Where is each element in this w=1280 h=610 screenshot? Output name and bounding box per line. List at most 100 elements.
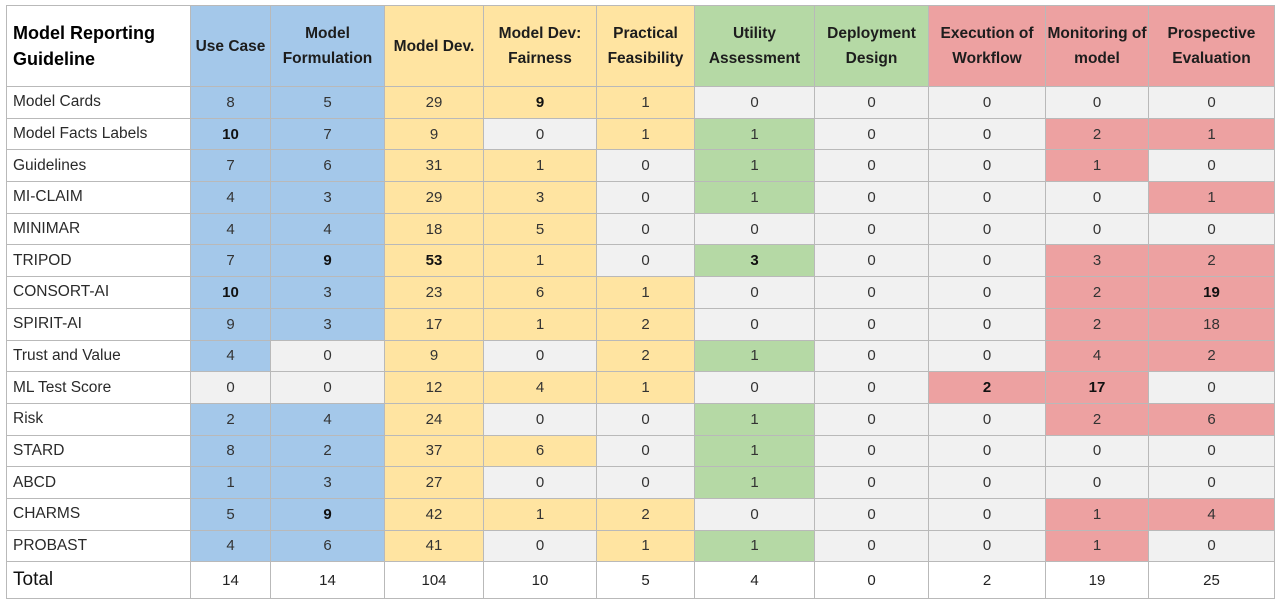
table-cell: 0 — [270, 339, 385, 373]
table-cell: 12 — [384, 371, 484, 404]
table-cell: 0 — [1045, 181, 1149, 214]
table-cell: 1 — [694, 466, 815, 499]
table-cell: 6 — [1148, 402, 1275, 436]
table-cell: 2 — [596, 339, 695, 373]
table-cell: 0 — [694, 497, 815, 531]
table-cell: 0 — [928, 276, 1046, 309]
table-cell: 42 — [384, 497, 484, 531]
table-cell: 1 — [1148, 181, 1275, 214]
table-cell: 9 — [483, 86, 597, 119]
table-cell: 0 — [928, 529, 1046, 563]
table-cell: 1 — [1045, 529, 1149, 563]
table-cell: 2 — [1045, 307, 1149, 341]
table-cell: 2 — [1045, 402, 1149, 436]
table-cell: 1 — [694, 181, 815, 214]
table-cell: 3 — [270, 181, 385, 214]
total-cell: 5 — [596, 561, 695, 600]
table-row: ABCD 1 3 27 0 0 1 0 0 0 0 — [6, 466, 1275, 499]
table-cell: 0 — [1148, 212, 1275, 246]
table-row: ML Test Score 0 0 12 4 1 0 0 2 17 0 — [6, 371, 1275, 404]
table-cell: 0 — [190, 371, 271, 404]
table-cell: 4 — [190, 529, 271, 563]
table-cell: 7 — [270, 117, 385, 151]
table-cell: 0 — [814, 307, 929, 341]
table-cell: 0 — [1148, 466, 1275, 499]
table-cell: 1 — [596, 529, 695, 563]
table-cell: 0 — [928, 402, 1046, 436]
table-cell: 1 — [190, 466, 271, 499]
table-cell: 0 — [694, 371, 815, 404]
table-cell: 8 — [190, 434, 271, 468]
row-label: MI-CLAIM — [6, 181, 191, 214]
table-cell: 37 — [384, 434, 484, 468]
row-label: Model Facts Labels — [6, 117, 191, 151]
table-cell: 0 — [694, 276, 815, 309]
table-cell: 5 — [190, 497, 271, 531]
column-header: Utility Assessment — [694, 5, 815, 87]
table-cell: 4 — [270, 402, 385, 436]
table-cell: 7 — [190, 244, 271, 278]
table-cell: 0 — [814, 371, 929, 404]
table-row: Model Cards 8 5 29 9 1 0 0 0 0 0 — [6, 86, 1275, 119]
table-cell: 4 — [483, 371, 597, 404]
table-cell: 0 — [814, 529, 929, 563]
table-cell: 0 — [596, 181, 695, 214]
table-cell: 2 — [596, 307, 695, 341]
table-cell: 0 — [928, 149, 1046, 183]
table-cell: 1 — [483, 149, 597, 183]
table-cell: 4 — [190, 339, 271, 373]
table-row: MI-CLAIM 4 3 29 3 0 1 0 0 0 1 — [6, 181, 1275, 214]
table-cell: 0 — [1045, 212, 1149, 246]
table-cell: 2 — [596, 497, 695, 531]
table-cell: 0 — [596, 149, 695, 183]
table-cell: 2 — [928, 371, 1046, 404]
table-cell: 1 — [694, 434, 815, 468]
table-cell: 8 — [190, 86, 271, 119]
table-cell: 6 — [483, 434, 597, 468]
table-cell: 0 — [928, 307, 1046, 341]
table-cell: 0 — [596, 244, 695, 278]
total-cell: 10 — [483, 561, 597, 600]
total-cell: 14 — [190, 561, 271, 600]
guideline-coverage-table: Model Reporting Guideline Use Case Model … — [6, 5, 1275, 605]
table-cell: 0 — [596, 434, 695, 468]
row-label: Risk — [6, 402, 191, 436]
table-cell: 0 — [1148, 86, 1275, 119]
table-cell: 2 — [1148, 339, 1275, 373]
table-cell: 0 — [1148, 149, 1275, 183]
table-cell: 9 — [270, 497, 385, 531]
table-cell: 0 — [483, 339, 597, 373]
table-cell: 0 — [694, 212, 815, 246]
column-header: Practical Feasibility — [596, 5, 695, 87]
row-label: STARD — [6, 434, 191, 468]
table-cell: 0 — [928, 244, 1046, 278]
row-label: MINIMAR — [6, 212, 191, 246]
table-cell: 0 — [596, 212, 695, 246]
table-cell: 1 — [1045, 149, 1149, 183]
table-row: STARD 8 2 37 6 0 1 0 0 0 0 — [6, 434, 1275, 468]
table-cell: 0 — [814, 434, 929, 468]
table-cell: 1 — [694, 339, 815, 373]
table-cell: 1 — [483, 244, 597, 278]
table-cell: 0 — [1045, 434, 1149, 468]
table-cell: 9 — [190, 307, 271, 341]
table-row: Risk 2 4 24 0 0 1 0 0 2 6 — [6, 402, 1275, 436]
table-cell: 0 — [1045, 86, 1149, 119]
table-cell: 19 — [1148, 276, 1275, 309]
table-cell: 1 — [1148, 117, 1275, 151]
column-header: Model Formulation — [270, 5, 385, 87]
table-cell: 41 — [384, 529, 484, 563]
table-cell: 1 — [596, 117, 695, 151]
table-cell: 18 — [384, 212, 484, 246]
table-cell: 31 — [384, 149, 484, 183]
table-cell: 0 — [270, 371, 385, 404]
row-label: Trust and Value — [6, 339, 191, 373]
table-cell: 0 — [814, 181, 929, 214]
table-cell: 2 — [1045, 117, 1149, 151]
header-row: Model Reporting Guideline Use Case Model … — [6, 5, 1275, 87]
table-cell: 3 — [483, 181, 597, 214]
table-cell: 4 — [1148, 497, 1275, 531]
table-cell: 1 — [694, 402, 815, 436]
total-cell: 0 — [814, 561, 929, 600]
table-cell: 0 — [814, 86, 929, 119]
